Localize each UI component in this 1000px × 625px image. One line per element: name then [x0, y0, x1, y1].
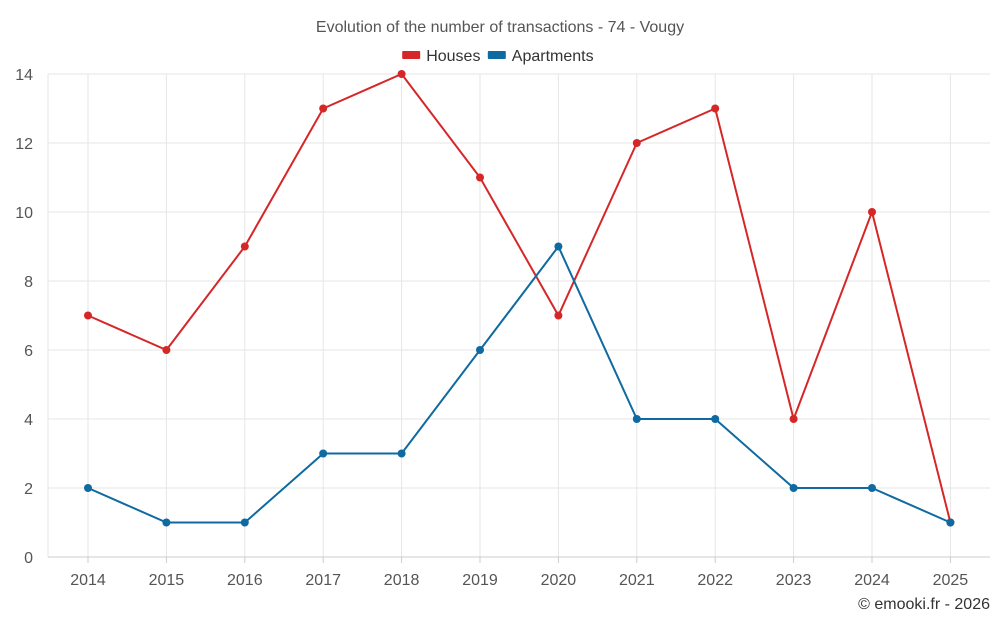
x-tick-label: 2016 [227, 572, 263, 589]
y-tick-label: 4 [24, 412, 33, 429]
data-point-houses[interactable] [84, 311, 92, 320]
grid [47, 73, 990, 558]
data-point-apartments[interactable] [946, 518, 955, 527]
data-point-apartments[interactable] [240, 518, 249, 527]
chart-title: Evolution of the number of transactions … [316, 19, 684, 36]
data-point-houses[interactable] [868, 208, 876, 216]
x-tick-label: 2020 [541, 572, 577, 589]
legend-label-houses[interactable]: Houses [426, 48, 480, 65]
y-tick-label: 14 [15, 67, 33, 84]
x-tick-label: 2024 [854, 572, 890, 589]
series-line-houses [87, 72, 952, 523]
data-point-houses[interactable] [554, 311, 563, 320]
data-point-houses[interactable] [319, 104, 328, 113]
data-point-houses[interactable] [711, 104, 720, 113]
x-tick-label: 2017 [305, 572, 341, 589]
data-point-houses[interactable] [476, 173, 484, 182]
y-tick-label: 8 [24, 274, 33, 291]
x-tick-label: 2021 [619, 572, 655, 589]
x-axis: 2014 2015 2016 2017 2018 2019 2020 2021 2022 2023… [70, 557, 968, 589]
y-tick-label: 2 [24, 481, 33, 498]
data-point-apartments[interactable] [632, 415, 641, 423]
y-tick-label: 0 [24, 550, 33, 567]
data-point-houses[interactable] [789, 415, 798, 423]
data-point-apartments[interactable] [789, 484, 798, 492]
data-point-apartments[interactable] [397, 449, 406, 458]
data-point-houses[interactable] [162, 346, 171, 354]
data-point-apartments[interactable] [554, 242, 563, 251]
legend-swatch-houses[interactable] [402, 51, 421, 59]
x-tick-label: 2022 [697, 572, 733, 589]
data-point-apartments[interactable] [476, 346, 484, 354]
data-point-apartments[interactable] [711, 415, 720, 423]
series-group [84, 70, 955, 527]
x-tick-label: 2014 [70, 572, 106, 589]
x-tick-label: 2018 [384, 572, 420, 589]
data-point-houses[interactable] [397, 70, 406, 78]
x-tick-label: 2015 [149, 572, 185, 589]
x-tick-label: 2025 [933, 572, 969, 589]
y-tick-label: 6 [24, 343, 33, 360]
y-tick-label: 10 [15, 205, 33, 222]
series-line-apartments [87, 244, 951, 524]
x-tick-label: 2019 [462, 572, 498, 589]
footer-credit: © emooki.fr - 2026 [858, 596, 990, 613]
data-point-apartments[interactable] [868, 484, 876, 492]
legend: Houses Apartments [402, 48, 594, 65]
legend-swatch-apartments[interactable] [487, 51, 506, 59]
y-axis: 0 2 4 6 8 10 12 14 [15, 67, 33, 567]
data-point-apartments[interactable] [84, 484, 92, 492]
data-point-houses[interactable] [240, 242, 249, 251]
data-point-apartments[interactable] [162, 518, 171, 527]
legend-label-apartments[interactable]: Apartments [512, 48, 594, 65]
y-tick-label: 12 [15, 136, 33, 153]
data-point-houses[interactable] [632, 139, 641, 147]
x-tick-label: 2023 [776, 572, 812, 589]
data-point-apartments[interactable] [319, 449, 328, 458]
